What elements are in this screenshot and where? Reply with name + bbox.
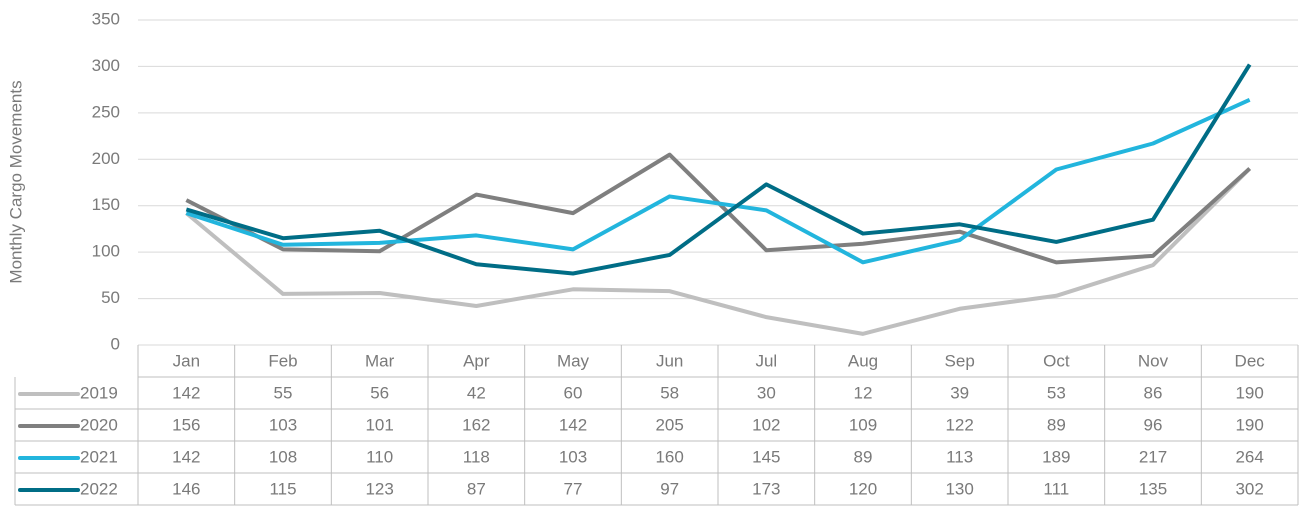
- table-value: 39: [950, 383, 969, 402]
- table-value: 190: [1235, 383, 1263, 402]
- legend-label: 2020: [80, 415, 118, 434]
- table-value: 86: [1144, 383, 1163, 402]
- table-value: 115: [269, 479, 296, 498]
- table-value: 130: [945, 479, 973, 498]
- table-value: 89: [854, 447, 873, 466]
- table-value: 264: [1235, 447, 1263, 466]
- table-value: 96: [1144, 415, 1163, 434]
- y-tick-label: 50: [101, 288, 120, 307]
- x-tick-label: Jun: [656, 351, 683, 370]
- table-value: 160: [655, 447, 683, 466]
- table-value: 113: [946, 447, 973, 466]
- line-series: [185, 98, 1251, 265]
- table-value: 102: [752, 415, 780, 434]
- y-tick-label: 150: [92, 195, 120, 214]
- table-value: 77: [564, 479, 583, 498]
- table-value: 145: [752, 447, 780, 466]
- y-tick-label: 350: [92, 9, 120, 28]
- table-value: 302: [1235, 479, 1263, 498]
- x-tick-label: Oct: [1043, 351, 1070, 370]
- table-value: 97: [660, 479, 679, 498]
- table-value: 118: [463, 447, 490, 466]
- y-tick-label: 250: [92, 102, 120, 121]
- legend-label: 2022: [80, 479, 118, 498]
- table-value: 146: [172, 479, 200, 498]
- table-value: 30: [757, 383, 776, 402]
- y-tick-label: 300: [92, 56, 120, 75]
- table-value: 156: [172, 415, 200, 434]
- table-value: 60: [564, 383, 583, 402]
- line-series: [185, 152, 1252, 265]
- table-value: 109: [849, 415, 877, 434]
- table-value: 122: [945, 415, 973, 434]
- table-value: 89: [1047, 415, 1066, 434]
- table-value: 87: [467, 479, 486, 498]
- x-tick-label: Apr: [463, 351, 490, 370]
- table-value: 120: [849, 479, 877, 498]
- table-value: 142: [172, 447, 200, 466]
- table-value: 142: [172, 383, 200, 402]
- table-value: 173: [752, 479, 780, 498]
- legend-label: 2019: [80, 383, 118, 402]
- table-value: 135: [1139, 479, 1167, 498]
- table-value: 55: [274, 383, 293, 402]
- line-series: [185, 167, 1252, 336]
- y-tick-label: 100: [92, 242, 120, 261]
- table-value: 42: [467, 383, 486, 402]
- table-value: 111: [1043, 479, 1069, 498]
- x-tick-label: Nov: [1138, 351, 1169, 370]
- table-value: 101: [365, 415, 393, 434]
- table-value: 110: [366, 447, 393, 466]
- x-tick-label: Mar: [365, 351, 395, 370]
- table-value: 142: [559, 415, 587, 434]
- x-tick-label: Jan: [173, 351, 200, 370]
- y-tick-label: 0: [111, 334, 120, 353]
- table-value: 205: [655, 415, 683, 434]
- table-value: 12: [854, 383, 873, 402]
- x-tick-label: May: [557, 351, 590, 370]
- table-value: 190: [1235, 415, 1263, 434]
- y-tick-label: 200: [92, 149, 120, 168]
- y-axis-label: Monthly Cargo Movements: [6, 80, 25, 283]
- table-value: 58: [660, 383, 679, 402]
- table-value: 103: [269, 415, 297, 434]
- x-tick-label: Sep: [945, 351, 975, 370]
- table-value: 162: [462, 415, 490, 434]
- table-value: 123: [365, 479, 393, 498]
- x-tick-label: Aug: [848, 351, 878, 370]
- legend-label: 2021: [80, 447, 118, 466]
- table-value: 103: [559, 447, 587, 466]
- table-value: 108: [269, 447, 297, 466]
- x-tick-label: Jul: [755, 351, 777, 370]
- x-tick-label: Feb: [268, 351, 297, 370]
- table-value: 189: [1042, 447, 1070, 466]
- x-tick-label: Dec: [1235, 351, 1266, 370]
- table-value: 217: [1139, 447, 1167, 466]
- line-series: [185, 63, 1252, 276]
- table-value: 56: [370, 383, 389, 402]
- table-value: 53: [1047, 383, 1066, 402]
